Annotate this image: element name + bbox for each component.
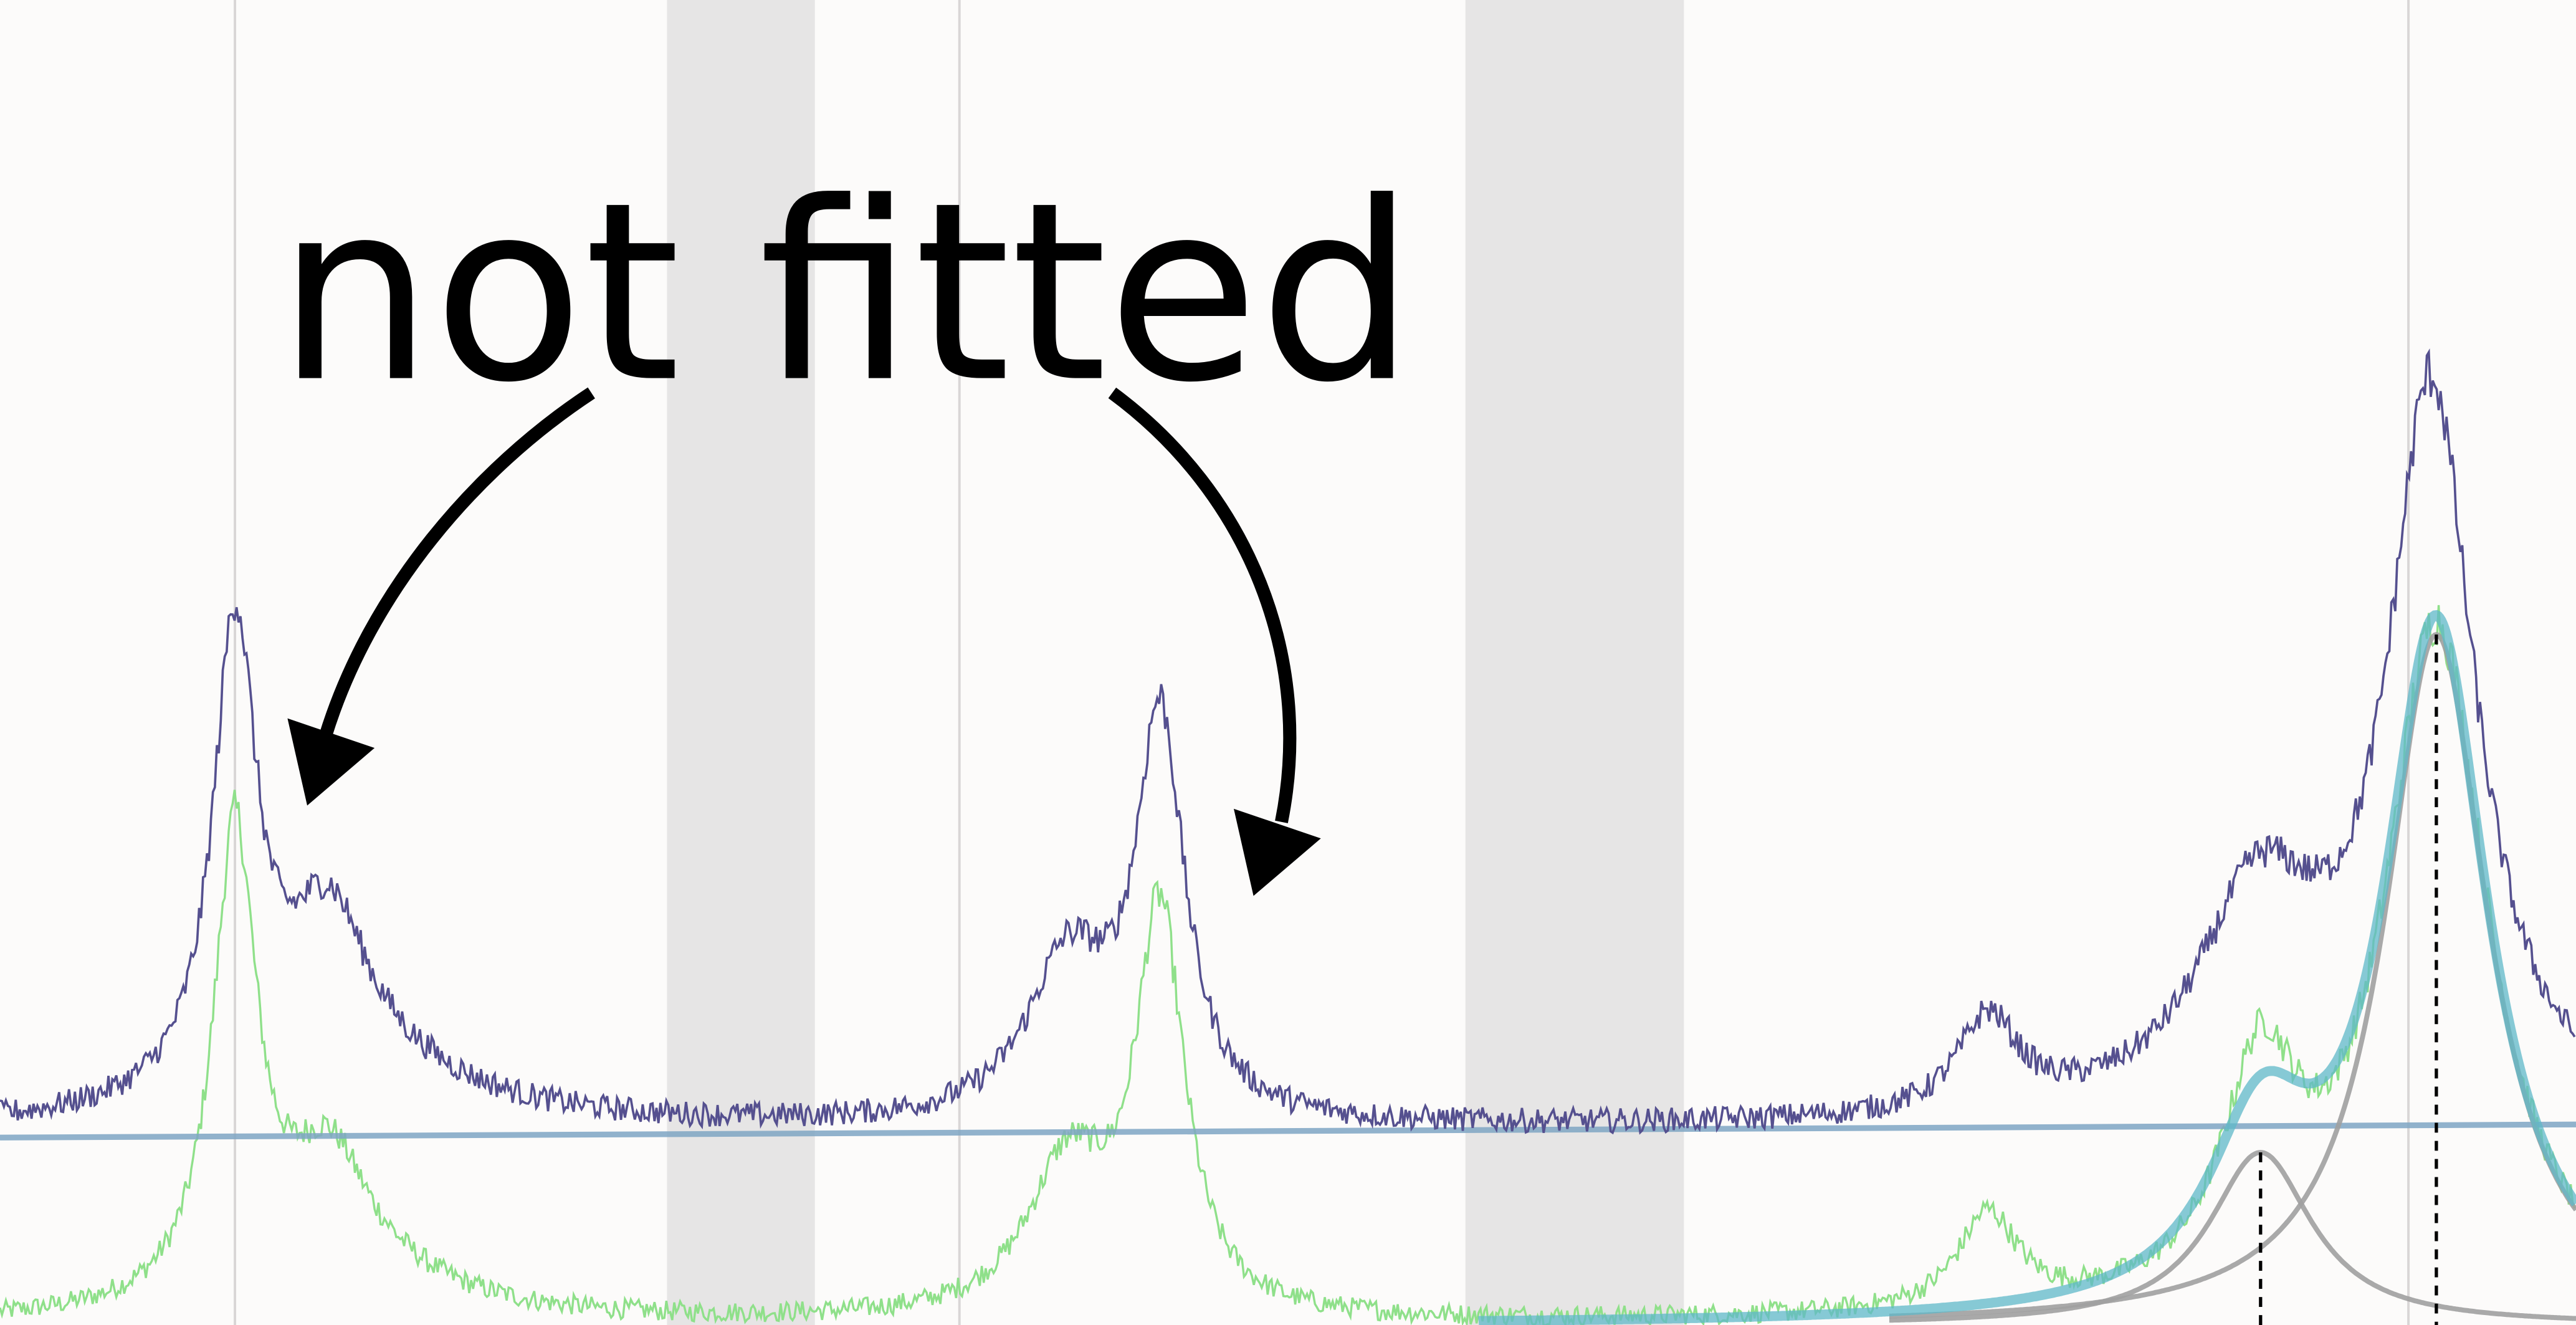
annotation-arrow-right (1108, 387, 1297, 823)
baseline-line (0, 1121, 2576, 1141)
annotation-label: not fitted (277, 150, 1415, 437)
excluded-region-1 (667, 0, 815, 1325)
annotation: not fitted (277, 150, 1415, 896)
fit-envelope (1478, 610, 2576, 1325)
reference-lines (234, 0, 2410, 1325)
annotation-arrow-left (318, 387, 595, 739)
raw-signal (0, 348, 2576, 1135)
fit-component-1 (1889, 1150, 2576, 1323)
residual-signal-line (0, 605, 2576, 1325)
annotation-arrowhead-right (1233, 808, 1321, 896)
baseline-fit (0, 1121, 2576, 1141)
raw-signal-line (0, 348, 2576, 1135)
component-center-markers (2259, 634, 2438, 1325)
residual-signal (0, 605, 2576, 1325)
fit-envelope-line (1478, 610, 2576, 1325)
excluded-region-2 (1465, 0, 1684, 1325)
annotation-arrowhead-left (287, 718, 375, 806)
excluded-regions (667, 0, 1684, 1325)
